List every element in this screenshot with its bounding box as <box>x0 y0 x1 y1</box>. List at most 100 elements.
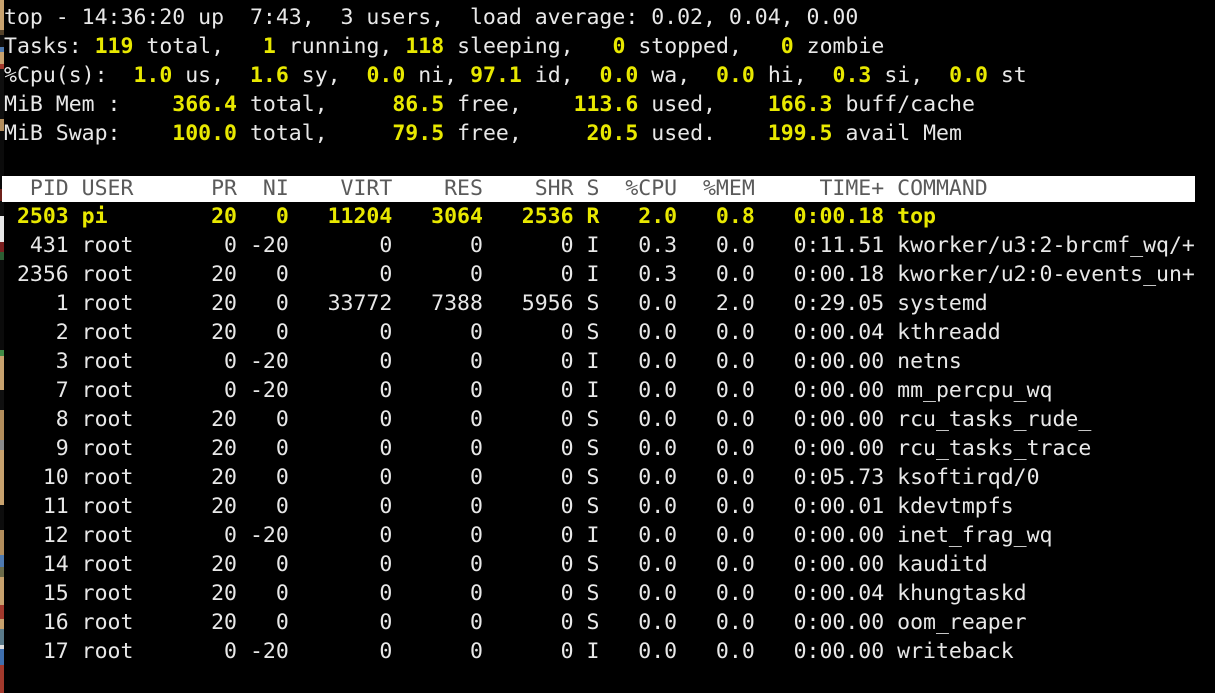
swap-line: MiB Swap: 100.0 total, 79.5 free, 20.5 u… <box>4 119 1215 148</box>
highlighted-value: 0 <box>780 34 794 59</box>
summary-text: Tasks: <box>4 34 95 59</box>
highlighted-value: 0.0 <box>366 63 406 88</box>
edge-strip-segment <box>0 260 4 350</box>
edge-strip-segment <box>0 390 4 410</box>
edge-strip-segment <box>0 530 4 555</box>
process-table: 2503 pi 20 0 11204 3064 2536 R 2.0 0.8 0… <box>4 202 1215 666</box>
highlighted-value: 166.3 <box>767 92 833 117</box>
summary-text: avail Mem <box>832 121 962 146</box>
summary-text: used, <box>638 92 768 117</box>
summary-text: ni, <box>405 63 471 88</box>
edge-strip-segment <box>0 350 4 356</box>
edge-strip-segment <box>0 577 4 605</box>
process-row: 2356 root 20 0 0 0 0 I 0.3 0.0 0:00.18 k… <box>4 262 1195 287</box>
edge-strip-segment <box>0 555 4 567</box>
highlighted-value: 0.0 <box>949 63 988 88</box>
summary-text: sleeping, <box>444 34 613 59</box>
desktop-edge-strip <box>0 0 4 693</box>
highlighted-value: 199.5 <box>767 121 833 146</box>
edge-strip-segment <box>0 201 4 216</box>
process-row: 7 root 0 -20 0 0 0 I 0.0 0.0 0:00.00 mm_… <box>4 378 1053 403</box>
summary-text: total, <box>133 34 263 59</box>
cpu-line: %Cpu(s): 1.0 us, 1.6 sy, 0.0 ni, 97.1 id… <box>4 61 1215 90</box>
edge-strip-segment <box>0 47 4 52</box>
process-row: 2 root 20 0 0 0 0 S 0.0 0.0 0:00.04 kthr… <box>4 320 1001 345</box>
summary-text: sy, <box>288 63 367 88</box>
summary-text: running, <box>275 34 406 59</box>
highlighted-value: 100.0 <box>172 121 238 146</box>
highlighted-value: 1.0 <box>133 63 173 88</box>
process-row: 11 root 20 0 0 0 0 S 0.0 0.0 0:00.01 kde… <box>4 494 1014 519</box>
mem-line: MiB Mem : 366.4 total, 86.5 free, 113.6 … <box>4 90 1215 119</box>
process-row: 9 root 20 0 0 0 0 S 0.0 0.0 0:00.00 rcu_… <box>4 436 1092 461</box>
edge-strip-segment <box>0 69 4 119</box>
edge-strip-segment <box>0 0 4 30</box>
summary-text: st <box>987 63 1027 88</box>
process-row: 3 root 0 -20 0 0 0 I 0.0 0.0 0:00.00 net… <box>4 349 962 374</box>
highlighted-value: 97.1 <box>470 63 522 88</box>
process-row: 8 root 20 0 0 0 0 S 0.0 0.0 0:00.00 rcu_… <box>4 407 1092 432</box>
edge-strip-segment <box>0 567 4 577</box>
highlighted-value: 0 <box>612 34 626 59</box>
edge-strip-segment <box>0 35 4 47</box>
process-row: 16 root 20 0 0 0 0 S 0.0 0.0 0:00.00 oom… <box>4 610 1027 635</box>
summary-text: total, <box>237 92 393 117</box>
edge-strip-segment <box>0 119 4 131</box>
edge-strip-segment <box>0 440 4 450</box>
summary-text: free, <box>444 121 587 146</box>
blank-line <box>4 148 1215 176</box>
summary-text: MiB Swap: <box>4 121 173 146</box>
summary-text: free, <box>444 92 574 117</box>
edge-strip-segment <box>0 30 4 35</box>
summary-text: zombie <box>793 34 885 59</box>
summary-text: top - 14:36:20 up 7:43, 3 users, load av… <box>4 5 859 30</box>
summary-text: si, <box>871 63 950 88</box>
summary-text: buff/cache <box>832 92 975 117</box>
top-summary: top - 14:36:20 up 7:43, 3 users, load av… <box>4 3 1215 148</box>
process-row: 17 root 0 -20 0 0 0 I 0.0 0.0 0:00.00 wr… <box>4 639 1014 664</box>
edge-strip-segment <box>0 505 4 530</box>
summary-text: hi, <box>754 63 833 88</box>
summary-text: id, <box>521 63 600 88</box>
highlighted-value: 20.5 <box>586 121 639 146</box>
edge-strip-segment <box>0 252 4 260</box>
edge-strip-segment <box>0 645 4 649</box>
edge-strip-segment <box>0 52 4 64</box>
highlighted-value: 113.6 <box>573 92 639 117</box>
highlighted-value: 118 <box>405 34 445 59</box>
process-table-header: PID USER PR NI VIRT RES SHR S %CPU %MEM … <box>2 176 1195 202</box>
edge-strip-segment <box>0 242 4 252</box>
highlighted-value: 366.4 <box>172 92 238 117</box>
uptime-line: top - 14:36:20 up 7:43, 3 users, load av… <box>4 3 1215 32</box>
edge-strip-segment <box>0 131 4 189</box>
process-row: 431 root 0 -20 0 0 0 I 0.3 0.0 0:11.51 k… <box>4 233 1195 258</box>
highlighted-value: 0.0 <box>599 63 639 88</box>
edge-strip-segment <box>0 665 4 693</box>
process-row: 14 root 20 0 0 0 0 S 0.0 0.0 0:00.00 kau… <box>4 552 988 577</box>
process-row: 12 root 0 -20 0 0 0 I 0.0 0.0 0:00.00 in… <box>4 523 1053 548</box>
highlighted-value: 79.5 <box>392 121 445 146</box>
edge-strip-segment <box>0 629 4 645</box>
highlighted-value: 0.0 <box>716 63 755 88</box>
summary-text: wa, <box>638 63 717 88</box>
edge-strip-segment <box>0 605 4 619</box>
edge-strip-segment <box>0 410 4 440</box>
highlighted-value: 86.5 <box>392 92 445 117</box>
summary-text: us, <box>172 63 250 88</box>
process-row: 15 root 20 0 0 0 0 S 0.0 0.0 0:00.04 khu… <box>4 581 1027 606</box>
highlighted-value: 1 <box>262 34 276 59</box>
edge-strip-segment <box>0 450 4 505</box>
summary-text: used. <box>638 121 768 146</box>
edge-strip-segment <box>0 619 4 629</box>
process-row: 1 root 20 0 33772 7388 5956 S 0.0 2.0 0:… <box>4 291 988 316</box>
tasks-line: Tasks: 119 total, 1 running, 118 sleepin… <box>4 32 1215 61</box>
process-row: 10 root 20 0 0 0 0 S 0.0 0.0 0:05.73 kso… <box>4 465 1040 490</box>
summary-text: stopped, <box>625 34 781 59</box>
edge-strip-segment <box>0 64 4 69</box>
summary-text: total, <box>237 121 393 146</box>
highlighted-value: 119 <box>94 34 134 59</box>
highlighted-value: 0.3 <box>832 63 872 88</box>
highlighted-value: 1.6 <box>249 63 289 88</box>
edge-strip-segment <box>0 216 4 242</box>
